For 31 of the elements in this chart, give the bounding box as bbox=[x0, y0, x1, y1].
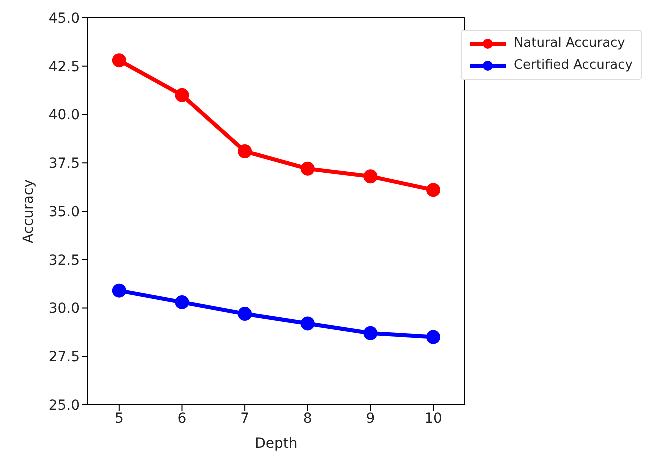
legend-label: Certified Accuracy bbox=[514, 57, 633, 75]
y-tick-label: 45.0 bbox=[48, 10, 80, 27]
point bbox=[426, 183, 441, 198]
y-tick-label: 37.5 bbox=[48, 156, 80, 172]
y-tick-label: 32.5 bbox=[48, 252, 80, 269]
y-tick-label: 27.5 bbox=[48, 350, 80, 366]
y-tick-label: 35.0 bbox=[48, 204, 80, 220]
x-tick-label: 7 bbox=[240, 410, 250, 427]
point bbox=[112, 284, 126, 298]
point bbox=[112, 54, 126, 68]
x-tick-label: 10 bbox=[424, 410, 442, 427]
y-tick-label: 42.5 bbox=[48, 59, 80, 76]
y-tick-label: 30.0 bbox=[48, 301, 80, 318]
x-tick-label: 6 bbox=[178, 410, 187, 427]
point bbox=[426, 330, 441, 344]
y-tick-label: 25.0 bbox=[48, 398, 80, 414]
point bbox=[364, 170, 378, 184]
point bbox=[238, 307, 252, 322]
point bbox=[175, 88, 190, 102]
point bbox=[300, 162, 315, 176]
x-tick-label: 9 bbox=[366, 410, 376, 427]
point bbox=[364, 326, 378, 340]
point bbox=[175, 295, 190, 310]
x-tick-label: 5 bbox=[114, 410, 124, 427]
x-axis-title: Depth bbox=[255, 436, 298, 452]
y-axis-title: Accuracy bbox=[20, 180, 37, 244]
x-tick-label: 8 bbox=[303, 410, 312, 427]
y-tick-label: 40.0 bbox=[48, 108, 80, 124]
point bbox=[238, 144, 252, 159]
legend-label: Natural Accuracy bbox=[514, 35, 626, 53]
point bbox=[300, 316, 315, 331]
